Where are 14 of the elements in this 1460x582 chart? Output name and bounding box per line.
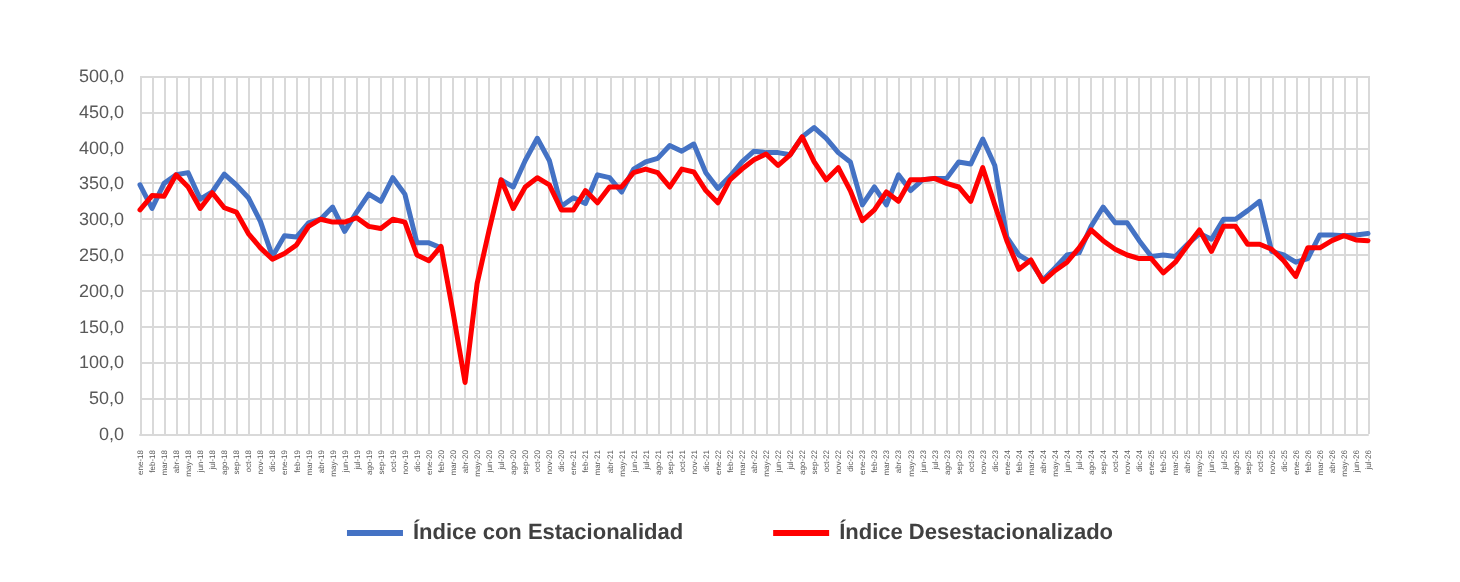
y-tick-label: 400,0 [78,137,124,158]
line-series [137,134,1371,385]
y-tick-label: 100,0 [78,352,124,373]
y-tick-label: 0,0 [98,424,124,444]
y-tick-label: 500,0 [78,66,124,86]
y-tick-label: 250,0 [78,245,124,265]
y-tick-label: 150,0 [78,316,124,337]
y-tick-label: 300,0 [78,209,124,230]
y-tick-label: 50,0 [88,388,124,409]
legend-label: Índice con Estacionalidad [412,519,684,545]
y-tick-label: 200,0 [78,280,124,301]
y-tick-label: 450,0 [78,101,124,122]
y-tick-label: 350,0 [78,173,124,194]
legend-label: Índice Desestacionalizado [839,519,1114,545]
